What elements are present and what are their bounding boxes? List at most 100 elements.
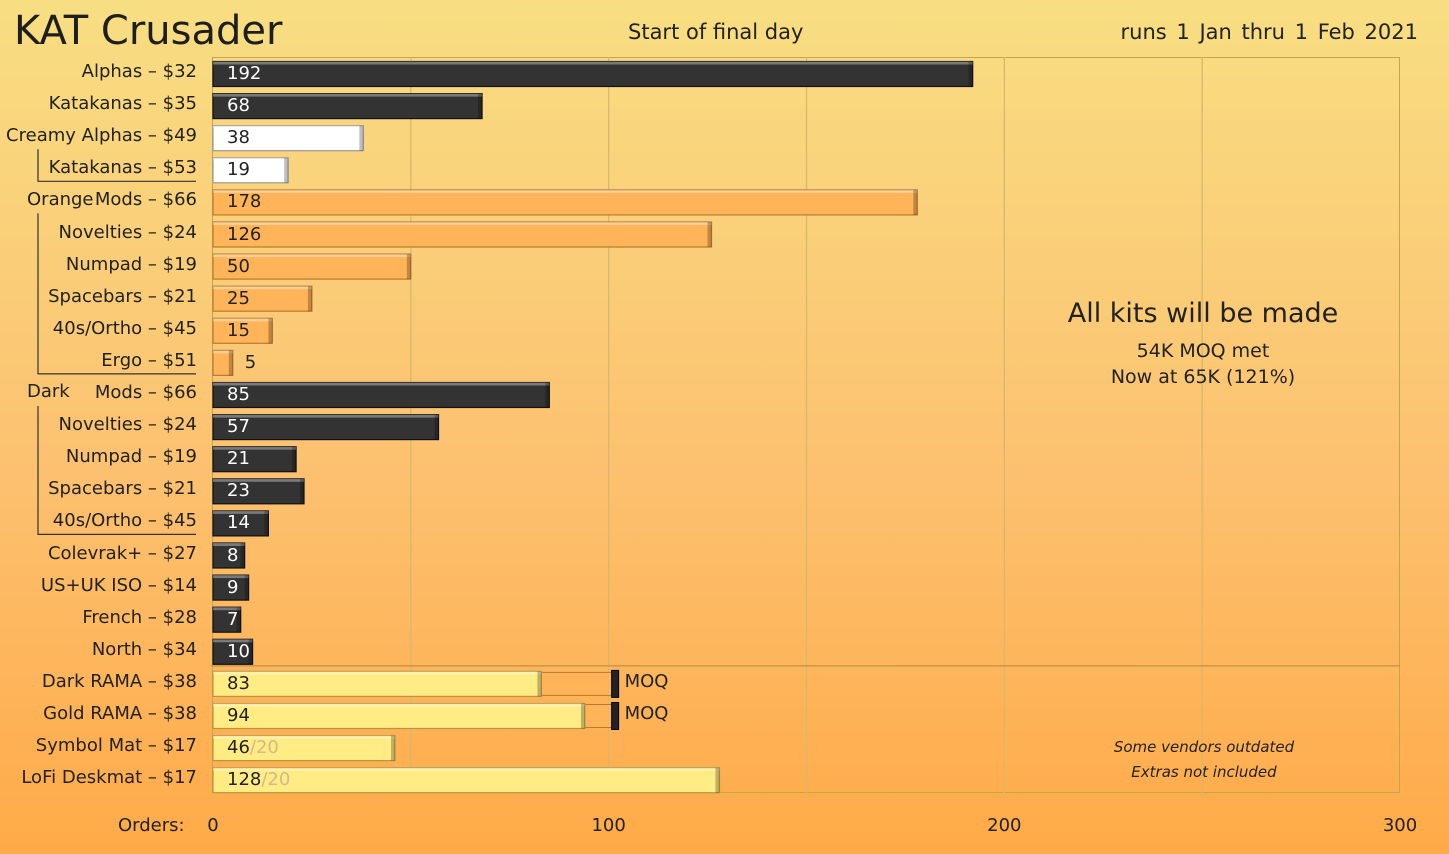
data-label: 192 [227, 63, 262, 84]
bar [212, 446, 297, 473]
bar-highlight [213, 607, 241, 611]
data-label: 25 [227, 287, 250, 309]
data-label: 46/20 [227, 737, 279, 759]
category-label: Mods – $66 [94, 189, 197, 211]
category-label: Katakanas – $53 [48, 157, 197, 179]
x-tick-label: 300 [1382, 815, 1418, 836]
data-label: 23 [227, 480, 250, 502]
data-label: 85 [227, 384, 250, 405]
bar-shadow [307, 286, 312, 312]
data-label: 83 [227, 672, 250, 694]
bar [212, 189, 918, 216]
bar-shadow [580, 703, 585, 729]
category-label: 40s/Ortho – $45 [52, 317, 197, 339]
data-label: 14 [227, 512, 250, 534]
bar [212, 285, 313, 312]
bar [212, 734, 396, 762]
status-note-moq: 54K MOQ met [1136, 340, 1270, 362]
bar-shadow [248, 639, 253, 665]
status-note-progress: Now at 65K (121%) [1110, 366, 1296, 388]
bar [212, 317, 273, 344]
data-label: 9 [227, 576, 239, 598]
bar-shadow [537, 671, 542, 697]
data-label: 5 [244, 351, 257, 373]
data-label: 21 [227, 448, 250, 470]
bar [212, 638, 254, 665]
bar-shadow [264, 510, 269, 536]
category-label: Katakanas – $35 [48, 93, 197, 115]
extras-label: /20 [261, 769, 291, 791]
bar [212, 542, 246, 569]
group-label-orange: Orange [27, 189, 94, 210]
data-label: 15 [227, 319, 250, 341]
bar-shadow [228, 350, 233, 376]
category-label: North – $34 [91, 638, 197, 660]
bar [212, 60, 974, 88]
bar [212, 221, 713, 248]
bar-highlight [213, 189, 918, 193]
bar-highlight [213, 510, 269, 514]
bar-shadow [244, 575, 249, 601]
bar [212, 478, 305, 505]
bar [212, 767, 721, 794]
category-label: Colevrak+ – $27 [47, 542, 197, 564]
bar-highlight [213, 703, 585, 707]
bar-shadow [707, 222, 712, 247]
category-label: French – $28 [82, 606, 197, 628]
bar-shadow [359, 125, 364, 151]
bracket-orange [37, 213, 196, 375]
category-label: 40s/Ortho – $45 [52, 510, 197, 532]
bar-shadow [913, 189, 918, 215]
category-label: Mods – $66 [94, 382, 197, 403]
bar-highlight [213, 446, 297, 450]
bar-highlight [213, 414, 439, 418]
bar-highlight [213, 61, 973, 65]
bar [212, 414, 440, 441]
data-label: 38 [227, 127, 250, 149]
bar-highlight [213, 222, 712, 225]
bar-highlight [213, 125, 364, 129]
data-label: 94 [227, 705, 250, 726]
bar-shadow [478, 93, 483, 119]
bar-highlight [213, 286, 312, 290]
bar [212, 92, 483, 120]
group-label-dark: Dark [27, 381, 70, 402]
bar-shadow [391, 735, 396, 761]
bar-shadow [968, 61, 973, 87]
category-label: Gold RAMA – $38 [43, 703, 197, 724]
data-label: 126 [227, 223, 262, 245]
bar-highlight [213, 93, 483, 97]
status-note-title: All kits will be made [1067, 298, 1339, 329]
bar-shadow [545, 382, 550, 408]
bar-highlight [213, 671, 542, 675]
bar-shadow [300, 478, 305, 504]
bar-highlight [213, 157, 289, 161]
category-label: Symbol Mat – $17 [35, 735, 197, 757]
category-label: Novelties – $24 [58, 221, 197, 243]
x-axis-label: Orders: [118, 815, 185, 836]
bar [212, 253, 412, 280]
bar-shadow [715, 767, 720, 793]
bar [212, 157, 289, 184]
category-label: Novelties – $24 [58, 414, 197, 436]
bar-shadow [406, 254, 411, 280]
category-label: Dark RAMA – $38 [41, 670, 197, 692]
category-label: Creamy Alphas – $49 [6, 125, 197, 147]
footnote-extras: Extras not included [1131, 763, 1277, 781]
x-tick-label: 0 [207, 815, 219, 836]
moq-marker [611, 702, 620, 730]
bar-shadow [236, 607, 241, 633]
category-label: Spacebars – $21 [48, 285, 197, 307]
footnote-vendors: Some vendors outdated [1113, 738, 1295, 756]
data-label: 19 [227, 159, 250, 181]
category-label: Alphas – $32 [81, 61, 197, 82]
bar-shadow [292, 446, 297, 472]
data-label: 10 [227, 640, 250, 662]
category-label: Spacebars – $21 [48, 478, 197, 500]
bar-highlight [213, 767, 720, 771]
category-label: Numpad – $19 [65, 446, 197, 468]
bar-highlight [213, 254, 411, 258]
bracket-creamy [37, 149, 196, 182]
bar-highlight [213, 350, 233, 354]
data-label: 68 [227, 95, 250, 117]
